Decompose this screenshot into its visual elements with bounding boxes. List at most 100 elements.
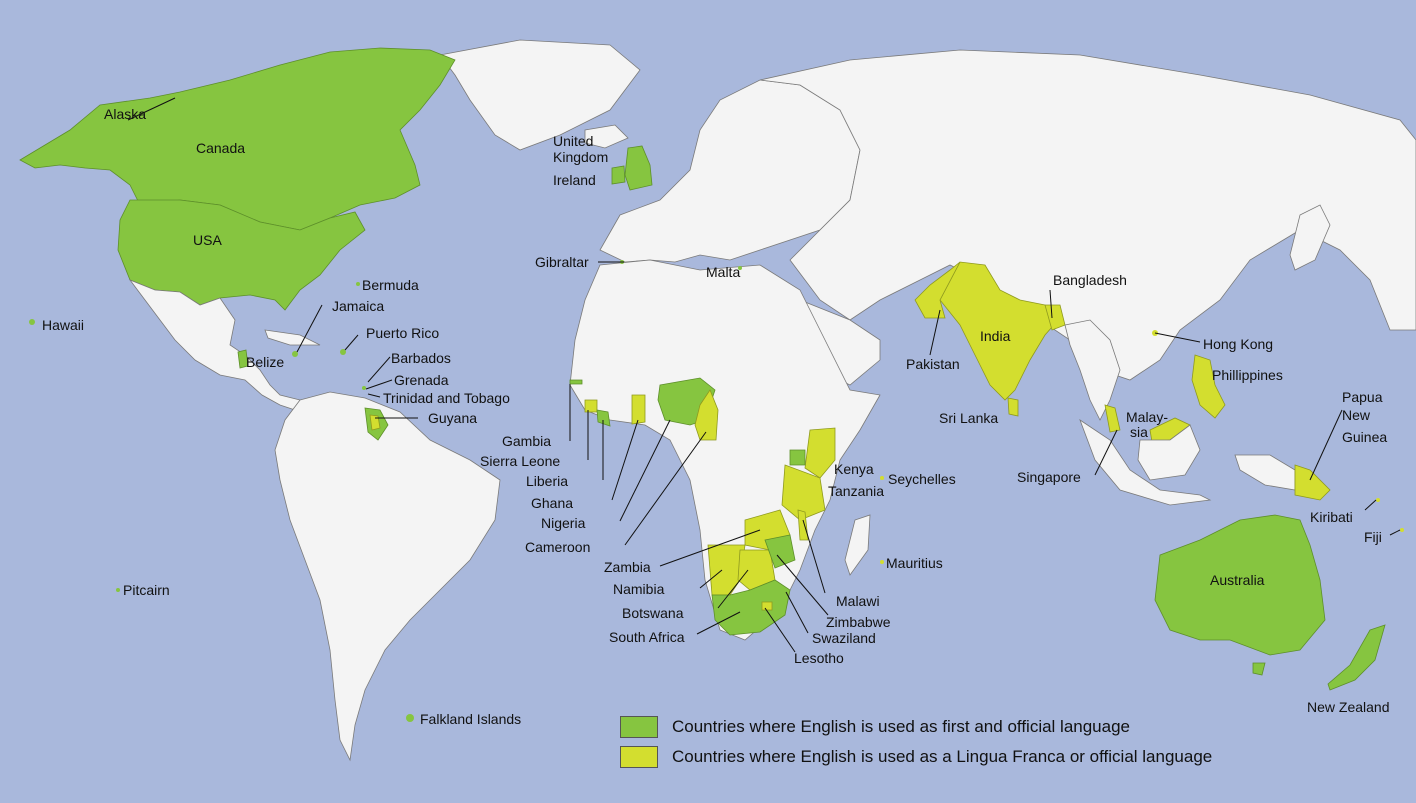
hawaii-marker [29, 319, 35, 325]
label-ghana: Ghana [531, 495, 573, 511]
cuba [264, 329, 321, 346]
mauritius-marker [880, 560, 884, 564]
barbados-marker [362, 386, 366, 390]
leader-lines [127, 97, 1401, 653]
alaska-canada [19, 47, 456, 231]
fiji-marker [1400, 528, 1404, 532]
label-gambia: Gambia [502, 433, 551, 449]
malawi [797, 509, 809, 541]
label-kiribati: Kiribati [1310, 509, 1353, 525]
label-puerto-rico: Puerto Rico [366, 325, 439, 341]
label-lesotho: Lesotho [794, 650, 844, 666]
japan [1289, 204, 1331, 271]
india [939, 261, 1061, 401]
namibia [707, 544, 746, 596]
kiribati-marker [1376, 498, 1380, 502]
kenya [804, 427, 836, 479]
legend-row-first-official: Countries where English is used as first… [620, 712, 1212, 742]
label-malta: Malta [706, 264, 740, 280]
legend: Countries where English is used as first… [620, 712, 1212, 772]
zimbabwe [764, 534, 796, 569]
label-botswana: Botswana [622, 605, 684, 621]
label-ireland: Ireland [553, 172, 596, 188]
swatch-lingua-franca [620, 746, 658, 768]
jamaica-marker [292, 351, 298, 357]
tasmania [1252, 662, 1266, 676]
south-america [274, 391, 501, 762]
label-malaysia-line1: Malay- [1126, 409, 1168, 425]
label-zimbabwe: Zimbabwe [826, 614, 891, 630]
label-gibraltar: Gibraltar [535, 254, 589, 270]
label-nigeria: Nigeria [541, 515, 586, 531]
sumatra-java [1079, 418, 1212, 506]
ghana [631, 394, 646, 425]
label-cameroon: Cameroon [525, 539, 590, 555]
greenland [439, 39, 641, 151]
label-sierra-leone: Sierra Leone [480, 453, 560, 469]
label-namibia: Namibia [613, 581, 665, 597]
gambia [569, 379, 583, 385]
madagascar [844, 514, 871, 576]
ireland [611, 165, 626, 185]
label-seychelles: Seychelles [888, 471, 956, 487]
label-png-line1: Papua [1342, 389, 1383, 405]
label-barbados: Barbados [391, 350, 451, 366]
guyana-inner [369, 414, 381, 431]
label-trinidad: Trinidad and Tobago [383, 390, 510, 406]
label-bangladesh: Bangladesh [1053, 272, 1127, 288]
label-grenada: Grenada [394, 372, 449, 388]
label-uk-line2: Kingdom [553, 149, 608, 165]
southeast-asia [1064, 319, 1121, 421]
iceland [584, 124, 629, 149]
label-pitcairn: Pitcairn [123, 582, 170, 598]
puerto-rico-marker [340, 349, 346, 355]
label-phillippines: Phillippines [1212, 367, 1283, 383]
label-png-line3: Guinea [1342, 429, 1387, 445]
malaysia-peninsula [1104, 404, 1121, 433]
label-tanzania: Tanzania [828, 483, 884, 499]
label-mauritius: Mauritius [886, 555, 943, 571]
label-png-line2: New [1342, 407, 1371, 423]
label-malaysia-line2: sia [1130, 424, 1148, 440]
label-malawi: Malawi [836, 593, 880, 609]
borneo [1137, 424, 1201, 481]
uganda [789, 449, 806, 466]
falkland-marker [406, 714, 414, 722]
legend-row-lingua-franca: Countries where English is used as a Lin… [620, 742, 1212, 772]
label-fiji: Fiji [1364, 529, 1382, 545]
liberia [596, 409, 611, 427]
label-kenya: Kenya [834, 461, 874, 477]
label-liberia: Liberia [526, 473, 568, 489]
label-zambia: Zambia [604, 559, 651, 575]
australia [1154, 514, 1326, 656]
label-india: India [980, 328, 1011, 344]
label-canada: Canada [196, 140, 245, 156]
label-singapore: Singapore [1017, 469, 1081, 485]
legend-lingua-franca-label: Countries where English is used as a Lin… [672, 747, 1213, 766]
malta-marker [738, 266, 742, 270]
label-swaziland: Swaziland [812, 630, 876, 646]
label-sri-lanka: Sri Lanka [939, 410, 998, 426]
new-zealand [1327, 624, 1386, 691]
label-falkland: Falkland Islands [420, 711, 521, 727]
label-usa: USA [193, 232, 222, 248]
lesotho [761, 601, 773, 611]
philippines [1191, 354, 1226, 419]
label-hong-kong: Hong Kong [1203, 336, 1273, 352]
pitcairn-marker [116, 588, 120, 592]
label-south-africa: South Africa [609, 629, 685, 645]
seychelles-marker [880, 476, 884, 480]
belize [237, 349, 249, 369]
south-africa [711, 579, 791, 636]
sri-lanka [1007, 397, 1019, 417]
united-kingdom [624, 145, 653, 191]
label-australia: Australia [1210, 572, 1265, 588]
bermuda-marker [356, 282, 360, 286]
asia [759, 49, 1416, 381]
label-belize: Belize [246, 354, 284, 370]
tanzania [781, 464, 826, 521]
legend-first-official-label: Countries where English is used as first… [672, 717, 1131, 736]
label-guyana: Guyana [428, 410, 477, 426]
label-uk-line1: United [553, 133, 593, 149]
